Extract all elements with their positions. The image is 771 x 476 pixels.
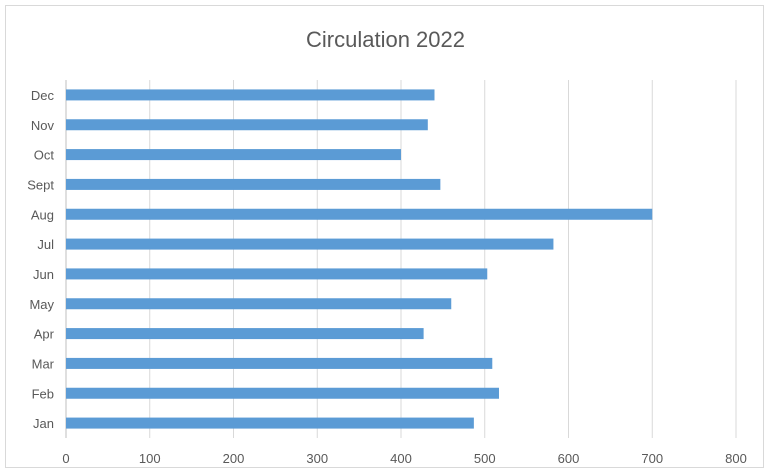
bar-dec [66,89,435,101]
category-label-nov: Nov [31,118,55,133]
bar-may [66,298,452,310]
x-tick-label: 700 [641,451,663,466]
x-tick-label: 0 [62,451,69,466]
x-tick-label: 600 [558,451,580,466]
category-label-aug: Aug [31,207,54,222]
category-label-apr: Apr [34,327,55,342]
bar-oct [66,149,401,161]
bar-jul [66,238,554,250]
category-label-dec: Dec [31,88,55,103]
bar-apr [66,328,424,340]
category-label-feb: Feb [32,386,54,401]
bar-jun [66,268,488,280]
bar-nov [66,119,428,131]
bar-aug [66,208,653,220]
x-tick-label: 100 [139,451,161,466]
bar-jan [66,417,474,429]
value-tick-labels: 0 100 200 300 400 500 600 700 800 [62,451,746,466]
category-label-jan: Jan [33,416,54,431]
category-labels: Jan Feb Mar Apr May Jun Jul Aug Sept Oct Nov Dec [27,88,54,431]
category-label-jun: Jun [33,267,54,282]
x-tick-label: 400 [390,451,412,466]
category-label-may: May [29,297,54,312]
category-label-oct: Oct [34,148,55,163]
bar-feb [66,387,499,399]
x-tick-label: 800 [725,451,747,466]
bar-sept [66,178,441,190]
category-label-mar: Mar [32,356,55,371]
x-tick-label: 500 [474,451,496,466]
x-tick-label: 300 [306,451,328,466]
gridlines [65,80,737,438]
x-tick-label: 200 [223,451,245,466]
category-label-jul: Jul [37,237,54,252]
bars [66,89,653,429]
chart-title: Circulation 2022 [306,27,465,52]
bar-mar [66,357,493,369]
category-label-sept: Sept [27,177,54,192]
